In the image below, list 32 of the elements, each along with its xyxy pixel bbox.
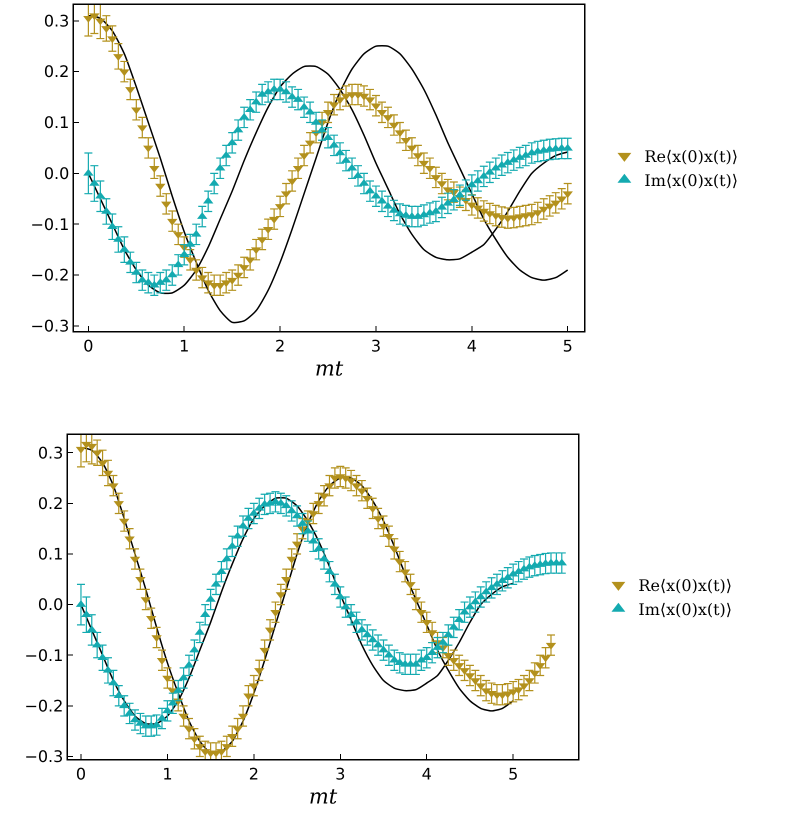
x-tick-label: 0 (76, 764, 86, 784)
y-tick-label: 0.2 (38, 494, 64, 513)
y-tick-label: 0.3 (44, 11, 70, 30)
x-axis-title: mt (308, 784, 338, 809)
legend-label: Im⟨x(0)x(t)⟩ (638, 600, 732, 619)
x-tick-label: 4 (466, 336, 477, 356)
legend-label: Im⟨x(0)x(t)⟩ (644, 170, 738, 190)
x-tick-label: 1 (179, 336, 190, 356)
y-tick-label: −0.3 (30, 316, 70, 336)
y-tick-label: 0.0 (44, 164, 70, 183)
legend-label: Re⟨x(0)x(t)⟩ (638, 576, 732, 596)
y-tick-label: −0.1 (24, 646, 64, 665)
y-tick-label: −0.3 (24, 747, 64, 766)
y-tick-label: 0.0 (38, 595, 64, 614)
y-tick-label: −0.2 (30, 266, 70, 285)
y-tick-label: −0.1 (30, 214, 70, 234)
x-tick-label: 2 (275, 336, 286, 356)
y-tick-label: 0.1 (38, 544, 64, 564)
x-tick-label: 0 (83, 336, 94, 356)
x-tick-label: 1 (162, 764, 173, 784)
y-tick-label: 0.2 (44, 62, 70, 82)
y-tick-label: 0.1 (44, 113, 70, 132)
x-tick-label: 3 (335, 764, 346, 784)
x-tick-label: 5 (508, 764, 518, 784)
x-axis-title: mt (314, 356, 344, 381)
y-tick-label: 0.3 (38, 443, 64, 462)
y-tick-label: −0.2 (24, 696, 64, 716)
x-tick-label: 3 (370, 336, 382, 356)
x-tick-label: 5 (562, 336, 573, 356)
x-tick-label: 2 (248, 764, 259, 784)
legend-label: Re⟨x(0)x(t)⟩ (644, 147, 738, 166)
x-tick-label: 4 (422, 764, 432, 784)
